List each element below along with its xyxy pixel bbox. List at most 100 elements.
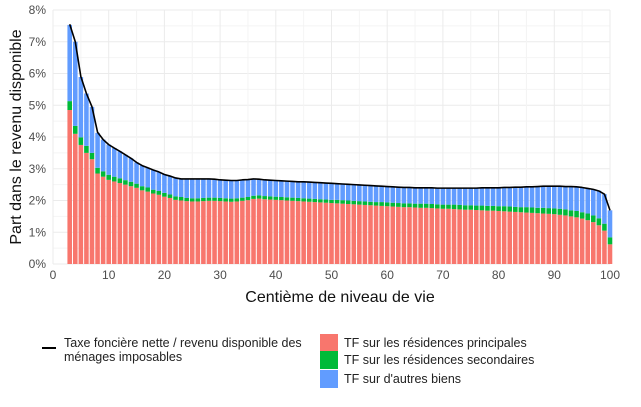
bar-segment-residences-secondaires [602,223,607,231]
bar-segment-autres-biens [323,183,329,200]
bar-segment-residences-secondaires [284,197,290,201]
bar-segment-autres-biens [384,186,390,203]
bar-segment-residences-principales [228,201,234,264]
x-tick-label: 10 [102,268,116,282]
x-tick-label: 0 [50,268,57,282]
bar-segment-residences-secondaires [279,197,284,201]
bar-segment-autres-biens [585,188,591,214]
bar-segment-residences-principales [84,152,89,264]
bar-segment-autres-biens [490,187,496,206]
bar-segment-autres-biens [123,154,128,181]
x-tick-label: 80 [492,268,506,282]
bar-segment-residences-principales [318,202,323,264]
bar-segment-autres-biens [329,183,334,200]
bar-segment-autres-biens [379,186,384,203]
bar-segment-autres-biens [128,158,134,182]
bar-segment-residences-secondaires [451,204,457,210]
bar-segment-residences-secondaires [256,195,262,199]
bar-segment-residences-secondaires [117,178,123,184]
bar-segment-residences-principales [245,200,251,264]
bar-segment-autres-biens [217,179,223,198]
bar-segment-autres-biens [173,177,178,197]
bar-segment-residences-secondaires [357,201,362,205]
bar-segment-autres-biens [507,187,513,207]
bar-segment-residences-secondaires [95,167,100,174]
bar-segment-residences-secondaires [295,197,301,202]
bar-segment-residences-secondaires [396,203,401,207]
bar-segment-residences-principales [184,201,189,264]
bar-segment-residences-secondaires [368,201,373,206]
bar-segment-residences-secondaires [568,210,574,217]
bar-segment-residences-principales [423,207,429,264]
bar-segment-residences-secondaires [546,208,552,214]
bar-segment-residences-principales [206,200,212,264]
bar-segment-residences-secondaires [167,194,173,198]
bar-segment-residences-secondaires [513,206,518,212]
bar-segment-residences-principales [546,213,552,264]
bar-segment-autres-biens [284,181,290,198]
bar-segment-residences-secondaires [128,181,134,187]
bar-segment-autres-biens [552,186,557,209]
bar-segment-residences-secondaires [412,203,418,208]
bar-segment-residences-secondaires [123,180,128,185]
bar-segment-autres-biens [295,181,301,198]
bar-segment-autres-biens [150,170,156,190]
bar-segment-autres-biens [318,182,323,200]
bar-segment-residences-secondaires [384,202,390,207]
bar-segment-residences-principales [240,200,245,264]
bar-segment-residences-secondaires [457,204,462,210]
bar-segment-residences-principales [301,201,306,264]
bar-segment-residences-secondaires [585,213,591,221]
bar-segment-residences-principales [167,197,173,264]
bar-segment-residences-principales [128,186,134,264]
bar-segment-autres-biens [362,185,368,202]
bar-segment-residences-principales [351,204,357,264]
bar-segment-residences-principales [474,210,479,264]
bar-segment-autres-biens [579,187,585,213]
bar-segment-residences-principales [72,133,78,264]
bar-segment-residences-principales [468,209,474,264]
bar-segment-residences-principales [490,210,496,264]
bar-segment-autres-biens [591,189,596,216]
bar-segment-residences-principales [451,209,457,264]
bar-segment-residences-principales [373,205,379,264]
bar-segment-autres-biens [267,180,273,197]
bar-segment-residences-secondaires [362,201,368,205]
bar-segment-residences-principales [95,173,100,264]
bar-segment-residences-secondaires [390,202,396,207]
bar-segment-residences-principales [557,214,563,264]
y-tick-label: 3% [29,162,47,176]
bar-segment-residences-secondaires [223,198,228,202]
bar-segment-autres-biens [345,184,351,201]
bar-segment-residences-secondaires [150,189,156,194]
x-tick-labels: 0 10 20 30 40 50 60 70 80 90 100 [50,268,621,282]
bar-segment-residences-secondaires [535,207,540,214]
bar-segment-residences-principales [518,212,524,264]
bar-segment-autres-biens [228,180,234,199]
bar-segment-residences-principales [513,211,518,264]
bar-segment-autres-biens [72,41,78,126]
bar-segment-residences-principales [368,205,373,264]
bar-segment-autres-biens [357,184,362,202]
bar-segment-residences-principales [150,193,156,264]
bar-segment-residences-principales [173,199,178,264]
bar-segment-residences-principales [524,212,529,264]
bar-segment-residences-secondaires [240,197,245,201]
bar-segment-residences-principales [217,201,223,264]
bar-segment-residences-principales [568,216,574,264]
bar-segment-autres-biens [273,180,279,197]
bar-segment-residences-secondaires [212,197,217,201]
bar-segment-residences-secondaires [217,197,223,202]
bar-segment-residences-secondaires [67,101,72,111]
bar-segment-residences-secondaires [162,192,167,197]
bar-segment-residences-principales [256,198,262,264]
bar-segment-autres-biens [596,190,602,219]
bar-segment-autres-biens [95,132,100,168]
bar-segment-residences-secondaires [178,197,184,201]
bar-segment-autres-biens [334,183,340,200]
bar-segment-residences-secondaires [607,237,613,245]
bar-segment-autres-biens [351,184,357,201]
bar-segment-residences-secondaires [301,198,306,202]
bar-segment-residences-principales [379,205,384,264]
bar-segment-autres-biens [474,188,479,206]
